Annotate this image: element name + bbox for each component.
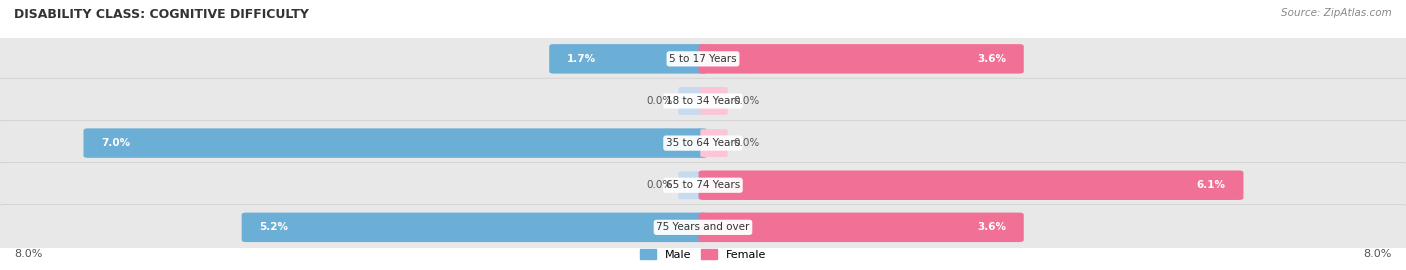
Text: 7.0%: 7.0%: [101, 138, 131, 148]
FancyBboxPatch shape: [242, 212, 707, 242]
Text: 0.0%: 0.0%: [734, 96, 761, 106]
FancyBboxPatch shape: [699, 44, 1024, 74]
FancyBboxPatch shape: [0, 36, 1406, 82]
FancyBboxPatch shape: [0, 163, 1406, 208]
Text: Source: ZipAtlas.com: Source: ZipAtlas.com: [1281, 8, 1392, 18]
FancyBboxPatch shape: [678, 87, 706, 115]
FancyBboxPatch shape: [83, 128, 707, 158]
Text: DISABILITY CLASS: COGNITIVE DIFFICULTY: DISABILITY CLASS: COGNITIVE DIFFICULTY: [14, 8, 309, 21]
Text: 8.0%: 8.0%: [14, 249, 42, 259]
Text: 1.7%: 1.7%: [567, 54, 596, 64]
Text: 35 to 64 Years: 35 to 64 Years: [666, 138, 740, 148]
FancyBboxPatch shape: [700, 129, 728, 157]
Legend: Male, Female: Male, Female: [636, 245, 770, 264]
Text: 0.0%: 0.0%: [645, 96, 672, 106]
Text: 8.0%: 8.0%: [1364, 249, 1392, 259]
Text: 5 to 17 Years: 5 to 17 Years: [669, 54, 737, 64]
Text: 6.1%: 6.1%: [1197, 180, 1226, 190]
FancyBboxPatch shape: [700, 87, 728, 115]
Text: 0.0%: 0.0%: [734, 138, 761, 148]
Text: 3.6%: 3.6%: [977, 222, 1007, 232]
FancyBboxPatch shape: [678, 171, 706, 199]
FancyBboxPatch shape: [0, 78, 1406, 124]
FancyBboxPatch shape: [0, 205, 1406, 250]
FancyBboxPatch shape: [550, 44, 707, 74]
Text: 75 Years and over: 75 Years and over: [657, 222, 749, 232]
FancyBboxPatch shape: [699, 170, 1243, 200]
FancyBboxPatch shape: [0, 120, 1406, 166]
Text: 0.0%: 0.0%: [645, 180, 672, 190]
Text: 3.6%: 3.6%: [977, 54, 1007, 64]
FancyBboxPatch shape: [699, 212, 1024, 242]
Text: 18 to 34 Years: 18 to 34 Years: [666, 96, 740, 106]
Text: 5.2%: 5.2%: [259, 222, 288, 232]
Text: 65 to 74 Years: 65 to 74 Years: [666, 180, 740, 190]
